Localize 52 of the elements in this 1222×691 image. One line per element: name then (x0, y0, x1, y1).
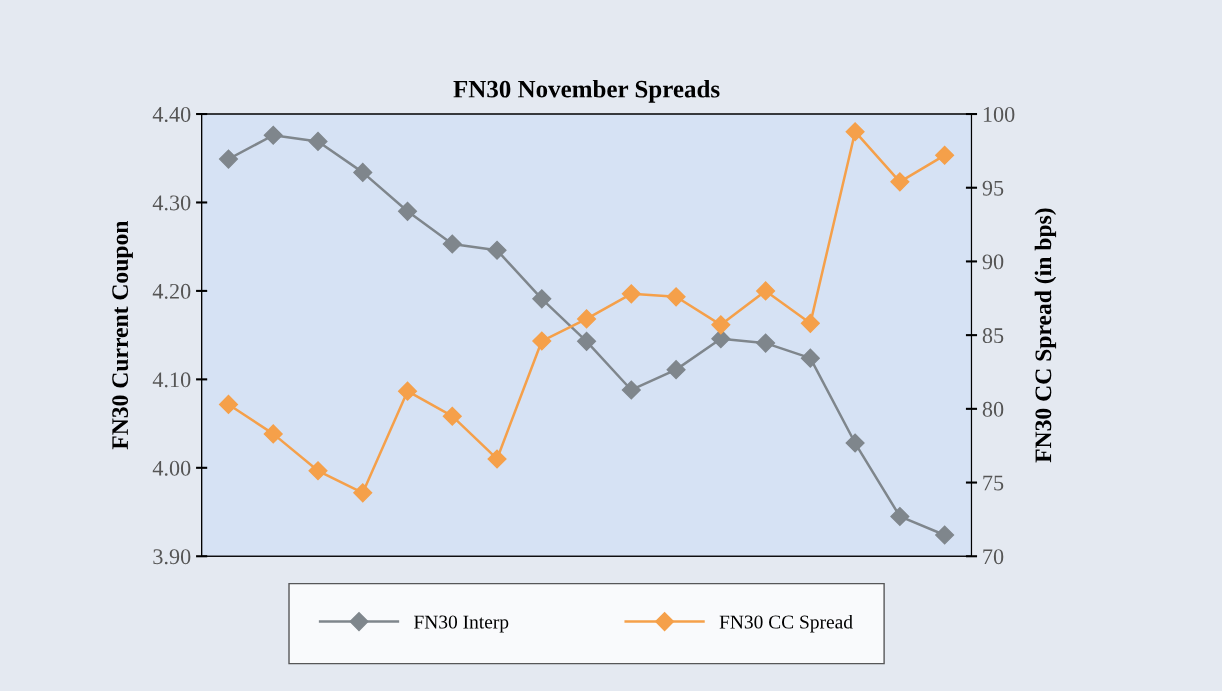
point (263, 424, 283, 444)
point (935, 525, 955, 545)
point (532, 331, 552, 351)
y2-tick-label: 95 (982, 180, 1004, 196)
point (353, 483, 373, 503)
point (577, 309, 597, 329)
y2-tick-label: 90 (982, 254, 1004, 270)
y2-tick-label: 100 (983, 106, 1015, 122)
point (711, 329, 731, 349)
legend-label: FN30 Interp (414, 615, 509, 633)
chart-title: FN30 November Spreads (453, 80, 720, 103)
point (935, 145, 955, 165)
point (397, 381, 418, 401)
y2-tick-label: 70 (983, 549, 1004, 565)
point (666, 287, 686, 307)
point (218, 149, 239, 169)
point (890, 172, 910, 192)
point (890, 506, 910, 526)
point (621, 284, 641, 304)
point (308, 461, 328, 481)
point (308, 131, 328, 151)
point (353, 162, 373, 182)
legend-label: FN30 CC Spread (719, 614, 853, 633)
y2-axis-title: FN30 CC Spread (in bps) (1034, 208, 1057, 463)
point (666, 360, 686, 380)
point (845, 122, 865, 142)
y-tick-label: 4.10 (152, 372, 191, 388)
point (442, 234, 462, 254)
y-tick-label: 4.30 (152, 195, 191, 211)
y2-tick-label: 85 (982, 328, 1004, 344)
y-tick-label: 4.40 (152, 106, 191, 123)
y-axis-title: FN30 Current Coupon (112, 220, 133, 450)
point (756, 281, 776, 301)
point (397, 201, 418, 221)
point (845, 433, 865, 453)
y-tick-label: 3.90 (153, 549, 191, 565)
point (800, 313, 820, 333)
y-tick-label: 4.00 (152, 460, 191, 476)
point (263, 125, 283, 145)
y2-tick-label: 75 (983, 475, 1004, 491)
y2-tick-label: 80 (982, 401, 1004, 417)
point (487, 240, 507, 260)
point (711, 315, 731, 335)
y-tick-label: 4.20 (152, 283, 191, 299)
point (532, 289, 552, 309)
point (800, 348, 820, 368)
point (756, 333, 776, 353)
point (577, 331, 597, 351)
point (442, 406, 462, 426)
point (487, 449, 507, 469)
point (621, 380, 641, 400)
point (218, 394, 239, 414)
